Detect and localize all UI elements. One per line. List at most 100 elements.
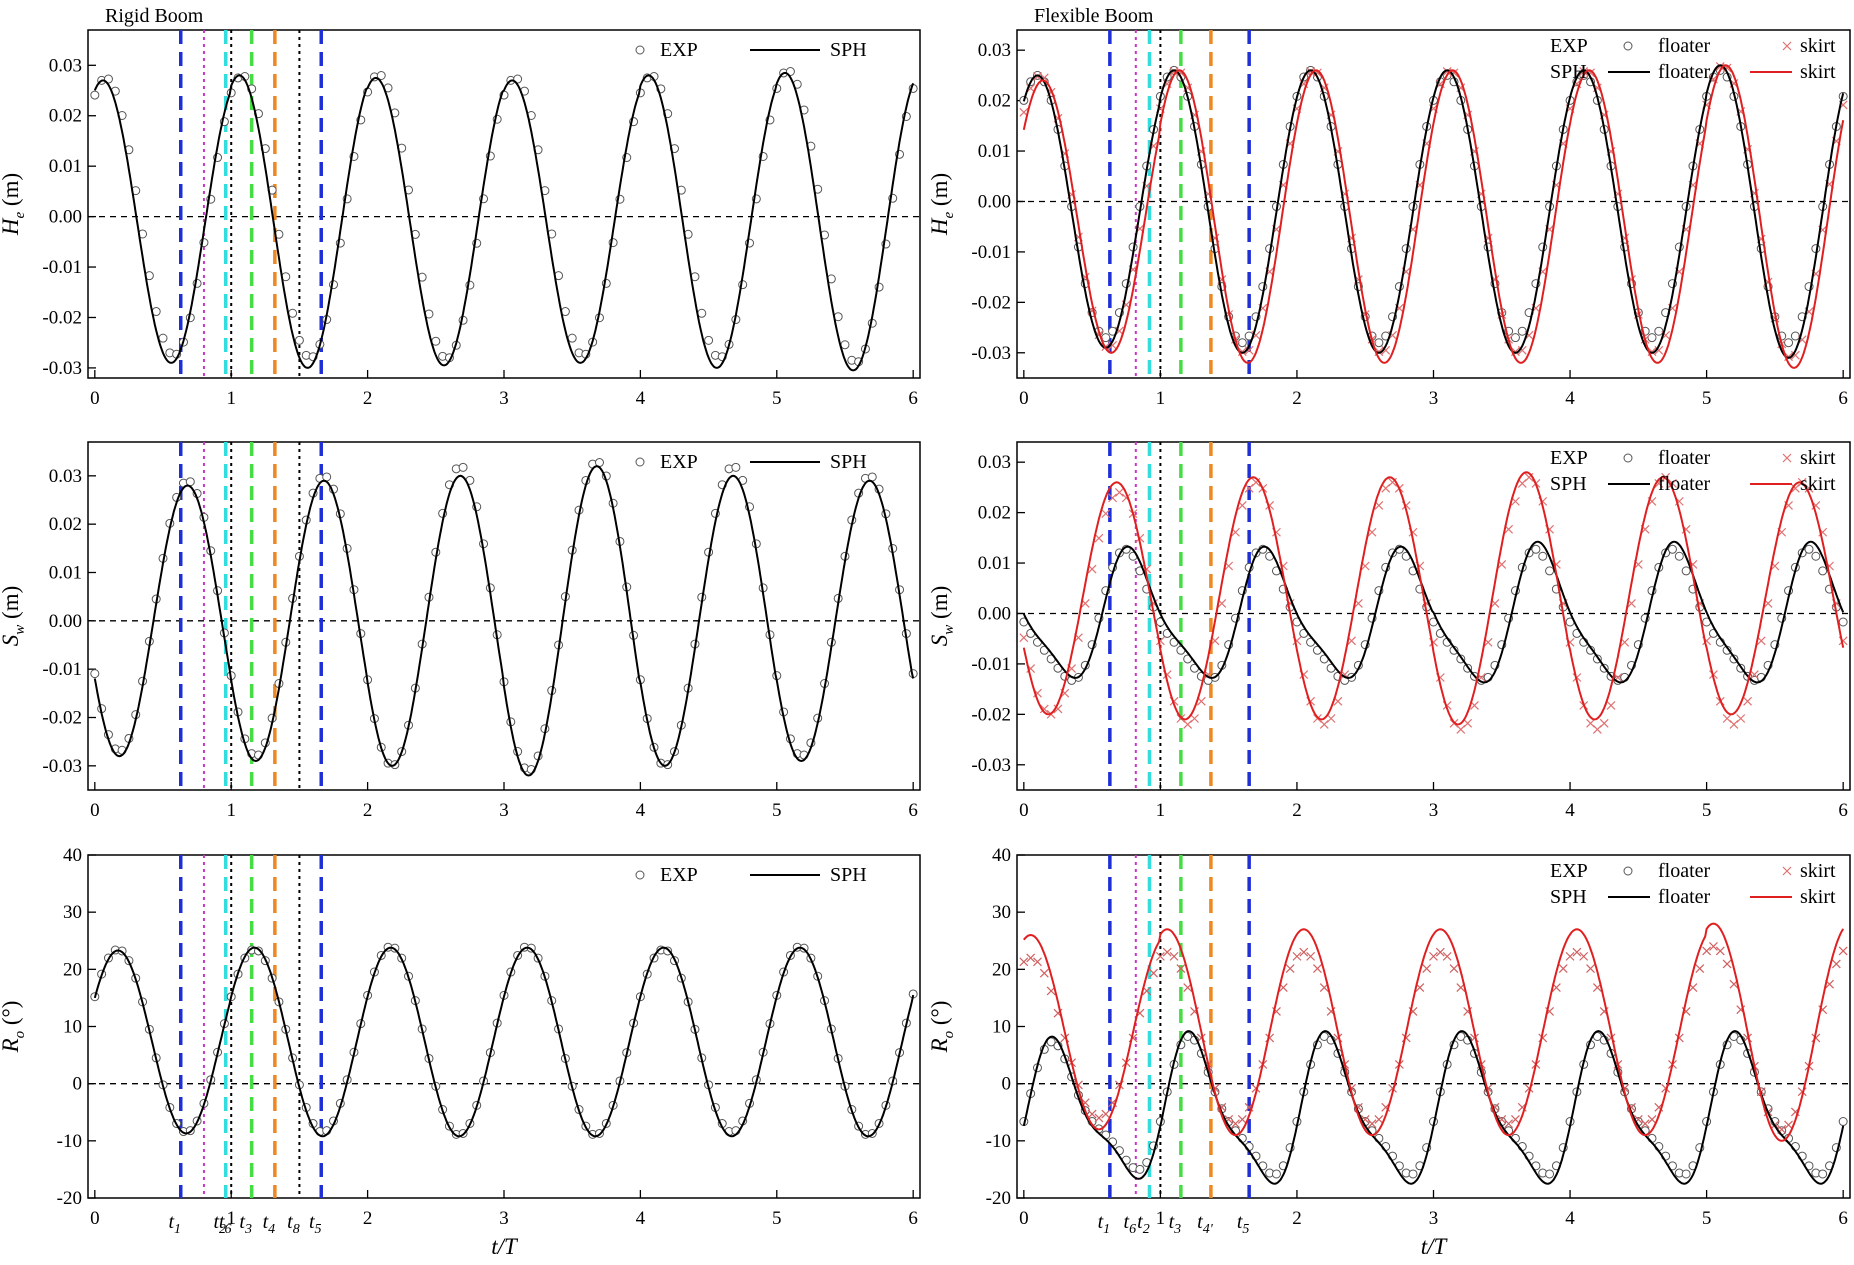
exp-point-floater xyxy=(1271,1169,1281,1179)
y-tick-label: 0.02 xyxy=(49,106,82,127)
time-marker-label-t: t xyxy=(1137,1211,1143,1233)
y-tick-label: 0 xyxy=(1002,1074,1012,1095)
series-line-SPH xyxy=(93,71,915,372)
exp-point-floater xyxy=(1790,331,1800,341)
exp-cross-skirt xyxy=(1579,951,1589,961)
exp-cross-skirt xyxy=(1190,714,1199,723)
plot-frame xyxy=(87,854,921,1199)
legend-exp-label: EXP xyxy=(660,864,698,886)
exp-point-floater xyxy=(1135,1164,1145,1174)
y-axis-label: He (m) xyxy=(0,173,28,236)
time-marker-label-t: t xyxy=(1237,1211,1243,1233)
y-tick-label: -0.03 xyxy=(971,343,1011,364)
exp-point-EXP xyxy=(704,335,714,345)
exp-cross-skirt xyxy=(1244,345,1254,355)
series-line-skirt xyxy=(1022,64,1845,369)
plot-frame xyxy=(1016,441,1851,791)
series-line-floater xyxy=(1022,64,1845,359)
legend-group-label: SPH xyxy=(1550,886,1587,908)
exp-cross-skirt xyxy=(1504,1119,1514,1129)
exp-point-floater xyxy=(1681,566,1691,576)
x-tick-label: 2 xyxy=(363,388,373,409)
legend-exp-symbol xyxy=(635,870,645,880)
time-marker-label-sub: 5 xyxy=(315,1222,322,1237)
series-line-skirt xyxy=(1022,471,1845,726)
x-tick-label: 3 xyxy=(1429,800,1439,821)
legend-floater-label: floater xyxy=(1658,61,1711,83)
time-marker-label: t8 xyxy=(287,1211,300,1237)
y-axis-label: Ro (°) xyxy=(0,1001,28,1054)
legend-exp-floater-symbol xyxy=(1623,866,1633,876)
x-tick-label: 5 xyxy=(1702,1208,1712,1229)
y-tick-label: -10 xyxy=(986,1131,1011,1152)
x-tick-label: 5 xyxy=(772,800,782,821)
y-axis-label-unit: (m) xyxy=(927,586,952,625)
exp-cross-skirt xyxy=(1183,720,1193,729)
exp-point-floater xyxy=(1674,551,1684,561)
x-tick-label: 4 xyxy=(636,800,646,821)
legend-exp-floater-symbol xyxy=(1623,41,1633,51)
series-line-floater xyxy=(1022,1030,1845,1185)
time-marker-label: t4 xyxy=(263,1211,276,1237)
y-tick-label: -0.01 xyxy=(42,257,82,278)
exp-cross-skirt xyxy=(1292,951,1302,961)
x-tick-label: 1 xyxy=(1156,800,1166,821)
exp-cross-skirt xyxy=(1640,1119,1650,1129)
time-marker-label: t2 xyxy=(213,1211,226,1237)
exp-cross-skirt xyxy=(1244,483,1254,493)
exp-cross-skirt xyxy=(1149,968,1158,978)
exp-cross-skirt xyxy=(1033,957,1042,967)
time-marker-label-t: t xyxy=(219,1211,225,1233)
series-line-floater xyxy=(1022,540,1845,684)
series-line-SPH xyxy=(93,465,915,777)
legend-sph-label: SPH xyxy=(830,451,867,473)
y-axis-label: Ro (°) xyxy=(927,1001,957,1054)
y-axis-label: He (m) xyxy=(927,173,957,236)
time-marker-label-t: t xyxy=(263,1211,269,1233)
exp-cross-skirt xyxy=(1565,951,1575,961)
y-tick-label: 0.01 xyxy=(978,141,1011,162)
x-tick-label: 3 xyxy=(1429,388,1439,409)
y-tick-label: -0.02 xyxy=(971,292,1011,313)
y-axis-label-unit: (m) xyxy=(0,173,23,212)
exp-cross-skirt xyxy=(1094,1113,1104,1123)
legend-exp-skirt-symbol xyxy=(1782,866,1792,876)
exp-point-floater xyxy=(1784,338,1794,348)
legend-exp-symbol xyxy=(635,457,645,467)
y-tick-label: 30 xyxy=(992,902,1011,923)
x-axis-label: t/T xyxy=(1421,1234,1449,1259)
legend-group-label: EXP xyxy=(1550,447,1588,469)
exp-cross-skirt xyxy=(1838,946,1848,956)
y-tick-label: 20 xyxy=(992,959,1011,980)
exp-point-floater xyxy=(1818,566,1828,576)
exp-cross-skirt xyxy=(1743,696,1753,706)
exp-cross-skirt xyxy=(1668,479,1677,488)
time-marker-label-sub: 3 xyxy=(244,1222,252,1237)
y-axis-label-sub: w xyxy=(941,625,957,635)
time-marker-label: t6 xyxy=(219,1211,232,1237)
legend-exp-label: EXP xyxy=(660,451,698,473)
time-marker-label-t: t xyxy=(287,1211,293,1233)
legend-exp-skirt-symbol xyxy=(1782,41,1792,51)
panels: 0 1 2 3 4 5 6-0.03-0.02-0.010.000.010.020.03He… xyxy=(0,29,1851,1259)
legend-group-label: EXP xyxy=(1550,860,1588,882)
exp-cross-skirt xyxy=(1101,1109,1111,1119)
time-marker-label-t: t xyxy=(213,1211,219,1233)
exp-cross-skirt xyxy=(1053,704,1063,714)
legend-sph-label: SPH xyxy=(830,39,867,61)
x-tick-label: 0 xyxy=(90,800,100,821)
exp-point-floater xyxy=(1681,1169,1691,1179)
x-tick-label: 4 xyxy=(636,388,646,409)
time-marker-label-sub: 6 xyxy=(224,1222,231,1237)
exp-cross-skirt xyxy=(1511,1115,1520,1124)
exp-cross-skirt xyxy=(1606,700,1616,710)
y-tick-label: 0.01 xyxy=(978,553,1011,574)
exp-cross-skirt xyxy=(1715,62,1725,71)
exp-point-floater xyxy=(1838,1117,1848,1127)
exp-point-floater xyxy=(1046,1037,1056,1047)
exp-cross-skirt xyxy=(1299,947,1309,957)
exp-point-floater xyxy=(1647,333,1657,343)
x-tick-label: 2 xyxy=(1292,1208,1302,1229)
time-marker-label-sub: 5 xyxy=(1242,1222,1249,1237)
